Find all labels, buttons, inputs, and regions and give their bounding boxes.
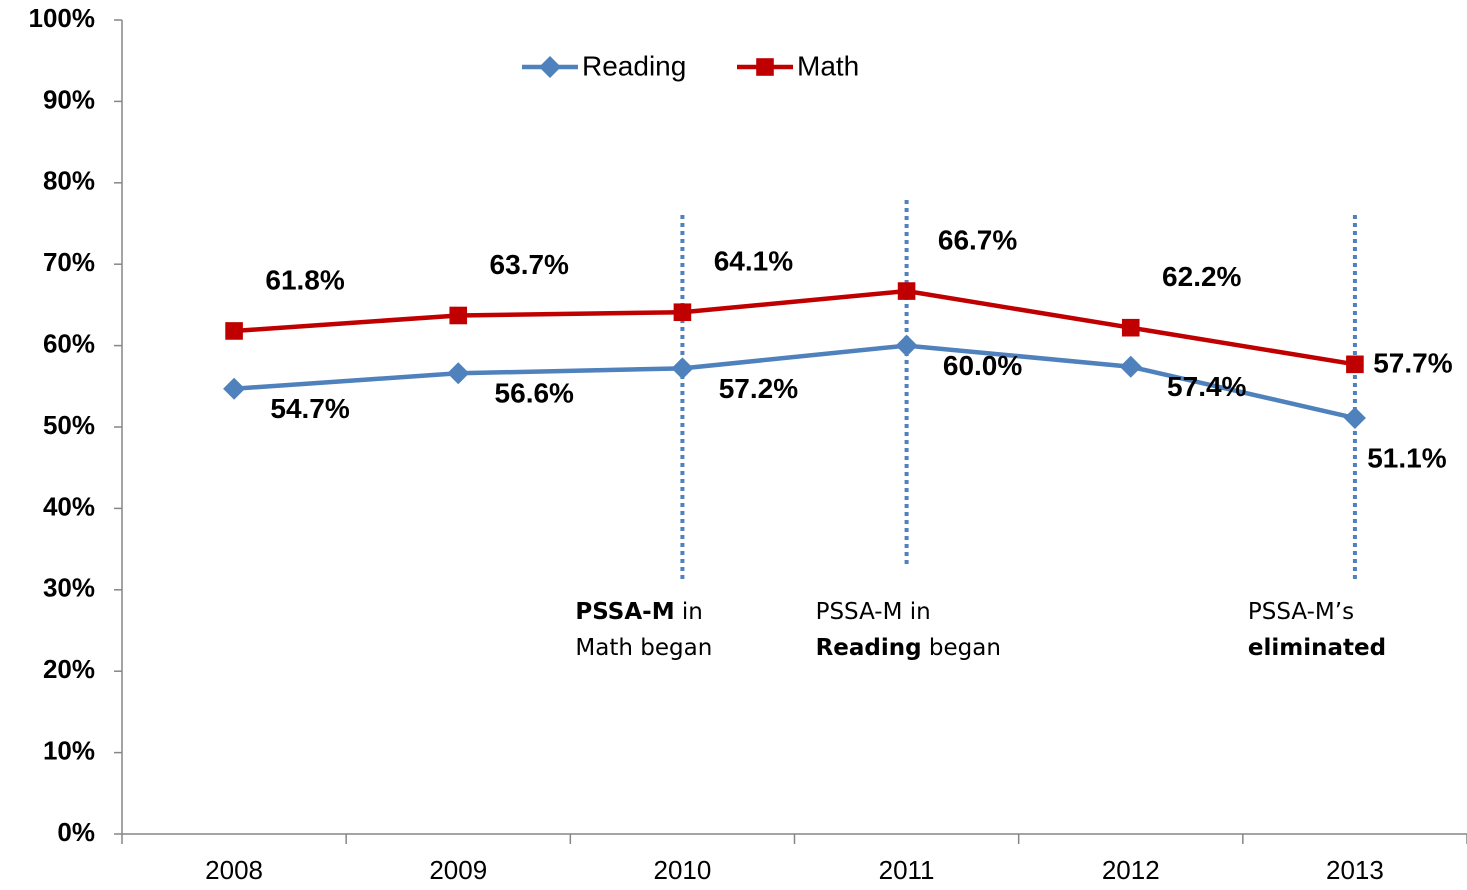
legend-marker: [756, 58, 774, 76]
legend-label: Math: [797, 50, 859, 81]
data-label: 57.7%: [1373, 348, 1452, 379]
annotation-text: PSSA-M’s: [1248, 599, 1354, 625]
marker: [1343, 407, 1366, 430]
data-label: 60.0%: [943, 350, 1022, 381]
marker: [895, 334, 918, 357]
y-tick-label: 50%: [43, 410, 95, 440]
data-label: 57.2%: [719, 373, 798, 404]
annotation: PSSA-M in: [816, 599, 931, 625]
annotation-text: in: [675, 599, 703, 625]
y-tick-label: 100%: [29, 3, 96, 33]
annotation: eliminated: [1248, 635, 1386, 661]
y-tick-label: 60%: [43, 328, 95, 358]
y-tick-label: 70%: [43, 247, 95, 277]
y-tick-label: 90%: [43, 84, 95, 114]
data-label: 51.1%: [1367, 442, 1446, 473]
annotation-text: PSSA-M in: [816, 599, 931, 625]
x-tick-label: 2012: [1102, 855, 1160, 885]
marker: [1121, 318, 1140, 337]
marker: [225, 322, 243, 340]
annotation-text: PSSA-M: [575, 599, 674, 625]
marker: [449, 306, 468, 325]
marker: [1119, 355, 1142, 378]
data-label: 61.8%: [265, 264, 344, 295]
data-label: 54.7%: [270, 393, 349, 424]
y-tick-label: 10%: [43, 735, 95, 765]
data-label: 56.6%: [495, 378, 574, 409]
annotation: Math began: [575, 635, 712, 661]
marker: [897, 282, 916, 300]
x-tick-label: 2010: [653, 855, 711, 885]
data-label: 57.4%: [1167, 371, 1246, 402]
annotation: PSSA-M’s: [1248, 599, 1354, 625]
y-tick-label: 0%: [57, 817, 95, 847]
marker: [673, 303, 692, 322]
series-line: [233, 288, 1356, 367]
x-tick-label: 2009: [429, 855, 487, 885]
annotation: Reading began: [816, 635, 1001, 661]
data-label: 62.2%: [1162, 261, 1241, 292]
x-tick-label: 2013: [1326, 855, 1384, 885]
y-tick-label: 30%: [43, 573, 95, 603]
legend-label: Reading: [582, 50, 686, 81]
annotation: PSSA-M in: [575, 599, 702, 625]
x-tick-label: 2008: [205, 855, 263, 885]
annotation-text: Reading: [816, 635, 922, 661]
marker: [671, 357, 694, 380]
data-label: 63.7%: [490, 249, 569, 280]
legend-marker: [539, 56, 561, 78]
series-line: [233, 343, 1356, 421]
annotation-text: Math began: [575, 635, 712, 661]
y-tick-label: 20%: [43, 654, 95, 684]
y-tick-label: 80%: [43, 166, 95, 196]
marker: [223, 377, 246, 400]
data-label: 64.1%: [714, 246, 793, 277]
x-tick-label: 2011: [879, 855, 935, 885]
marker: [447, 362, 470, 385]
y-tick-label: 40%: [43, 491, 95, 521]
marker: [1346, 355, 1364, 374]
data-label: 66.7%: [938, 224, 1017, 255]
annotation-text: began: [922, 635, 1001, 661]
annotation-text: eliminated: [1248, 635, 1386, 661]
